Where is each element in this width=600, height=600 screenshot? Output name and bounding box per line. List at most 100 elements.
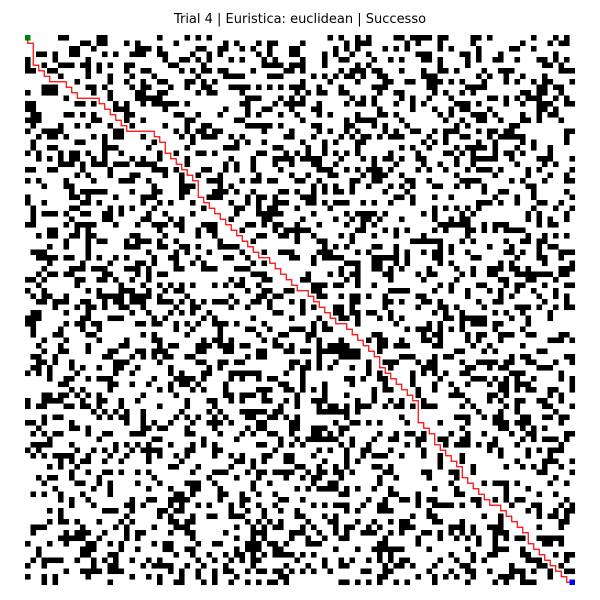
obstacle-cell <box>107 293 114 300</box>
obstacle-cell <box>74 321 81 327</box>
obstacle-cell <box>415 491 422 498</box>
obstacle-cell <box>498 546 504 553</box>
obstacle-cell <box>525 95 532 102</box>
obstacle-cell <box>30 68 37 74</box>
obstacle-cell <box>333 282 339 289</box>
obstacle-cell <box>509 244 515 250</box>
obstacle-cell <box>58 156 64 162</box>
obstacle-cell <box>382 304 389 311</box>
obstacle-cell <box>25 420 31 426</box>
obstacle-cell <box>415 436 422 443</box>
obstacle-cell <box>300 568 306 575</box>
obstacle-cell <box>36 315 42 322</box>
obstacle-cell <box>503 277 510 283</box>
obstacle-cell <box>553 205 559 212</box>
obstacle-cell <box>63 530 70 536</box>
obstacle-cell <box>267 398 273 404</box>
obstacle-cell <box>228 508 235 514</box>
obstacle-cell <box>454 222 460 228</box>
obstacle-cell <box>349 183 356 190</box>
obstacle-cell <box>96 480 103 487</box>
obstacle-cell <box>267 431 273 437</box>
obstacle-cell <box>487 398 493 404</box>
obstacle-cell <box>179 458 185 465</box>
obstacle-cell <box>261 139 268 146</box>
obstacle-cell <box>531 183 537 190</box>
obstacle-cell <box>382 112 389 118</box>
obstacle-cell <box>349 299 356 305</box>
obstacle-cell <box>432 139 438 146</box>
obstacle-cell <box>492 139 499 146</box>
obstacle-cell <box>179 183 185 190</box>
obstacle-cell <box>41 359 48 366</box>
obstacle-cell <box>388 167 394 173</box>
obstacle-cell <box>426 134 433 140</box>
obstacle-cell <box>344 117 350 124</box>
obstacle-cell <box>338 90 345 96</box>
obstacle-cell <box>217 491 224 498</box>
obstacle-cell <box>278 222 284 228</box>
obstacle-cell <box>355 167 361 173</box>
obstacle-cell <box>399 183 405 190</box>
obstacle-cell <box>272 376 279 382</box>
obstacle-cell <box>322 348 328 355</box>
obstacle-cell <box>305 156 312 162</box>
obstacle-cell <box>261 513 268 520</box>
obstacle-cell <box>316 436 323 443</box>
obstacle-cell <box>283 497 290 503</box>
obstacle-cell <box>245 112 251 118</box>
obstacle-cell <box>140 431 147 437</box>
obstacle-cell <box>388 266 394 272</box>
obstacle-cell <box>80 139 86 146</box>
obstacle-cell <box>69 365 75 371</box>
obstacle-cell <box>52 57 59 63</box>
obstacle-cell <box>135 299 141 305</box>
obstacle-cell <box>289 84 295 91</box>
obstacle-cell <box>382 337 389 344</box>
obstacle-cell <box>349 365 356 371</box>
obstacle-cell <box>371 172 378 179</box>
obstacle-cell <box>52 227 59 234</box>
obstacle-cell <box>421 51 427 58</box>
obstacle-cell <box>168 420 174 426</box>
obstacle-cell <box>300 497 306 503</box>
obstacle-cell <box>371 546 378 553</box>
obstacle-cell <box>481 557 488 564</box>
obstacle-cell <box>492 376 499 382</box>
obstacle-cell <box>432 84 438 91</box>
obstacle-cell <box>569 431 576 437</box>
obstacle-cell <box>432 574 438 580</box>
obstacle-cell <box>184 381 191 388</box>
obstacle-cell <box>498 288 504 294</box>
obstacle-cell <box>190 134 196 140</box>
obstacle-cell <box>558 563 565 569</box>
obstacle-cell <box>371 161 378 168</box>
obstacle-cell <box>410 200 416 206</box>
obstacle-cell <box>322 469 328 476</box>
obstacle-cell <box>393 46 400 52</box>
obstacle-cell <box>542 62 548 69</box>
obstacle-cell <box>360 502 367 509</box>
obstacle-cell <box>382 381 389 388</box>
obstacle-cell <box>272 409 279 415</box>
obstacle-cell <box>52 84 59 91</box>
obstacle-cell <box>558 200 565 206</box>
obstacle-cell <box>69 150 75 157</box>
obstacle-cell <box>553 277 559 283</box>
obstacle-cell <box>509 359 515 366</box>
obstacle-cell <box>476 541 482 547</box>
obstacle-cell <box>278 442 284 448</box>
obstacle-cell <box>129 84 136 91</box>
obstacle-cell <box>294 557 301 564</box>
obstacle-cell <box>498 68 504 74</box>
obstacle-cell <box>63 568 70 575</box>
obstacle-cell <box>432 387 438 393</box>
obstacle-cell <box>184 398 191 404</box>
obstacle-cell <box>371 244 378 250</box>
obstacle-cell <box>509 266 515 272</box>
obstacle-cell <box>179 288 185 294</box>
obstacle-cell <box>47 233 53 239</box>
obstacle-cell <box>96 535 103 542</box>
obstacle-cell <box>30 442 37 448</box>
obstacle-cell <box>228 502 235 509</box>
